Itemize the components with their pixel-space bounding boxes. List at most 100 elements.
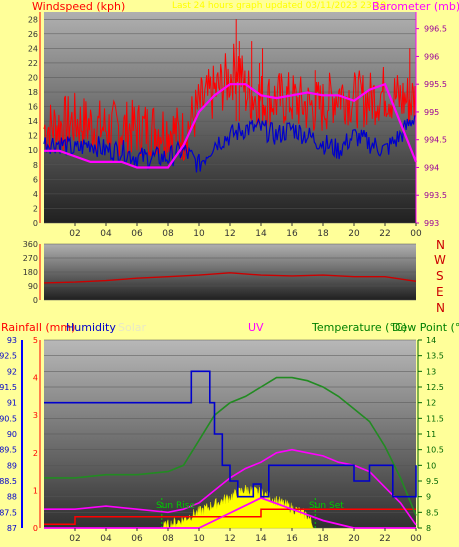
compass-n-top: N	[436, 238, 445, 252]
wind-y-tick-label: 22	[28, 59, 38, 68]
wind-x-tick-label: 04	[100, 229, 112, 239]
sunrise-label: Sun Rise	[156, 501, 195, 511]
direction-y-tick-label: 360	[23, 240, 38, 249]
barometer-series-line	[44, 82, 418, 169]
wind-x-tick-label: 12	[224, 229, 235, 239]
wind-x-tick-label: 10	[193, 229, 205, 239]
temperature-y-tick-label: 9.5	[426, 477, 439, 486]
direction-panel-marks	[43, 272, 417, 284]
banner-text: Last 24 hours graph updated 03/11/2023 2…	[172, 1, 387, 11]
barometer-y-tick-label: 994	[424, 163, 439, 172]
direction-panel-axes: 0 90 180 270 360	[23, 240, 41, 305]
sunset-label: Sun Set	[309, 501, 344, 511]
temperature-y-tick-label: 10.5	[426, 446, 444, 455]
wind-panel-axes: 0246810121416182022242628993993.5994994.…	[28, 12, 447, 239]
temperature-series-line	[44, 376, 417, 516]
wind-y-tick-label: 4	[33, 190, 38, 199]
dewpoint-series-line	[44, 448, 417, 526]
wind-y-tick-label: 24	[28, 44, 38, 53]
direction-y-tick-label: 0	[33, 296, 38, 305]
barometer-label: Barometer (mb)	[372, 0, 459, 13]
compass-n-bottom: N	[436, 301, 445, 315]
rain-y-tick-label: 5	[33, 336, 38, 345]
climate-panel-axes: 8787.58888.58989.59090.59191.59292.59301…	[0, 336, 444, 544]
wind-x-tick-label: 00	[410, 229, 422, 239]
humidity-y-tick-label: 87.5	[0, 508, 17, 517]
wind-x-tick-label: 14	[255, 229, 267, 239]
wind-x-tick-label: 02	[69, 229, 80, 239]
compass-w: W	[434, 253, 446, 267]
humidity-label: Humidity	[66, 321, 116, 334]
temperature-y-tick-label: 13	[426, 367, 436, 376]
direction-y-tick-label: 90	[28, 282, 38, 291]
dewpoint-label: Dew Point (°C)	[392, 321, 459, 334]
windspeed-label: Windspeed (kph)	[32, 0, 125, 13]
climate-x-tick-label: 20	[348, 534, 360, 543]
climate-x-tick-label: 08	[162, 534, 174, 543]
wind-x-tick-label: 22	[379, 229, 390, 239]
direction-panel-grid	[44, 243, 416, 301]
rain-y-tick-label: 0	[33, 524, 38, 533]
climate-x-tick-label: 18	[317, 534, 329, 543]
compass-s: S	[436, 269, 444, 283]
wind-y-tick-label: 10	[28, 146, 38, 155]
wind-y-tick-label: 18	[28, 88, 38, 97]
temperature-label: Temperature (°C)	[311, 321, 407, 334]
temperature-y-tick-label: 10	[426, 461, 436, 470]
humidity-series-line	[44, 370, 417, 498]
humidity-y-tick-label: 92	[7, 367, 17, 376]
wind-y-tick-label: 14	[28, 117, 38, 126]
climate-x-tick-label: 16	[286, 534, 298, 543]
windspeed-series-line	[43, 43, 417, 162]
humidity-y-tick-label: 92.5	[0, 352, 17, 361]
compass-e: E	[436, 285, 444, 299]
rain-y-tick-label: 4	[33, 374, 38, 383]
humidity-y-tick-label: 90.5	[0, 414, 17, 423]
wind-x-tick-label: 18	[317, 229, 329, 239]
temperature-y-tick-label: 8.5	[426, 508, 439, 517]
rain-y-tick-label: 3	[33, 411, 38, 420]
rainfall-label: Rainfall (mm)	[1, 321, 75, 334]
barometer-y-tick-label: 993.5	[424, 191, 447, 200]
wind-panel-bg	[44, 12, 416, 223]
climate-x-tick-label: 04	[100, 534, 112, 543]
direction-y-tick-label: 270	[23, 254, 38, 263]
wind-y-tick-label: 0	[33, 219, 38, 228]
humidity-y-tick-label: 93	[7, 336, 17, 345]
temperature-y-tick-label: 14	[426, 336, 436, 345]
humidity-y-tick-label: 91	[7, 399, 17, 408]
direction-y-tick-label: 180	[23, 268, 38, 277]
climate-x-tick-label: 14	[255, 534, 267, 543]
rain-y-tick-label: 1	[33, 486, 38, 495]
wind-y-tick-label: 28	[28, 15, 38, 24]
humidity-y-tick-label: 91.5	[0, 383, 17, 392]
temperature-y-tick-label: 12.5	[426, 383, 444, 392]
barometer-y-tick-label: 996.5	[424, 25, 447, 34]
barometer-y-tick-label: 994.5	[424, 136, 447, 145]
humidity-y-tick-label: 89	[7, 461, 17, 470]
climate-x-tick-label: 12	[224, 534, 235, 543]
temperature-y-tick-label: 8	[426, 524, 431, 533]
wind-y-tick-label: 20	[28, 73, 38, 82]
barometer-y-tick-label: 996	[424, 52, 439, 61]
solar-label: Solar	[118, 321, 147, 334]
uv-label: UV	[248, 321, 264, 334]
wind-x-tick-label: 16	[286, 229, 298, 239]
climate-x-tick-label: 06	[131, 534, 143, 543]
humidity-y-tick-label: 89.5	[0, 446, 17, 455]
temperature-y-tick-label: 12	[426, 399, 436, 408]
humidity-y-tick-label: 88	[7, 493, 17, 502]
temperature-y-tick-label: 11.5	[426, 414, 444, 423]
average-wind-series-line	[43, 115, 417, 173]
barometer-y-tick-label: 995	[424, 108, 439, 117]
climate-x-tick-label: 22	[379, 534, 390, 543]
wind-x-tick-label: 20	[348, 229, 360, 239]
wind-y-tick-label: 2	[33, 204, 38, 213]
climate-x-tick-label: 10	[193, 534, 205, 543]
wind-panel-marks	[43, 19, 418, 173]
wind-y-tick-label: 26	[28, 30, 38, 39]
wind-y-tick-label: 8	[33, 161, 38, 170]
barometer-y-tick-label: 993	[424, 219, 439, 228]
